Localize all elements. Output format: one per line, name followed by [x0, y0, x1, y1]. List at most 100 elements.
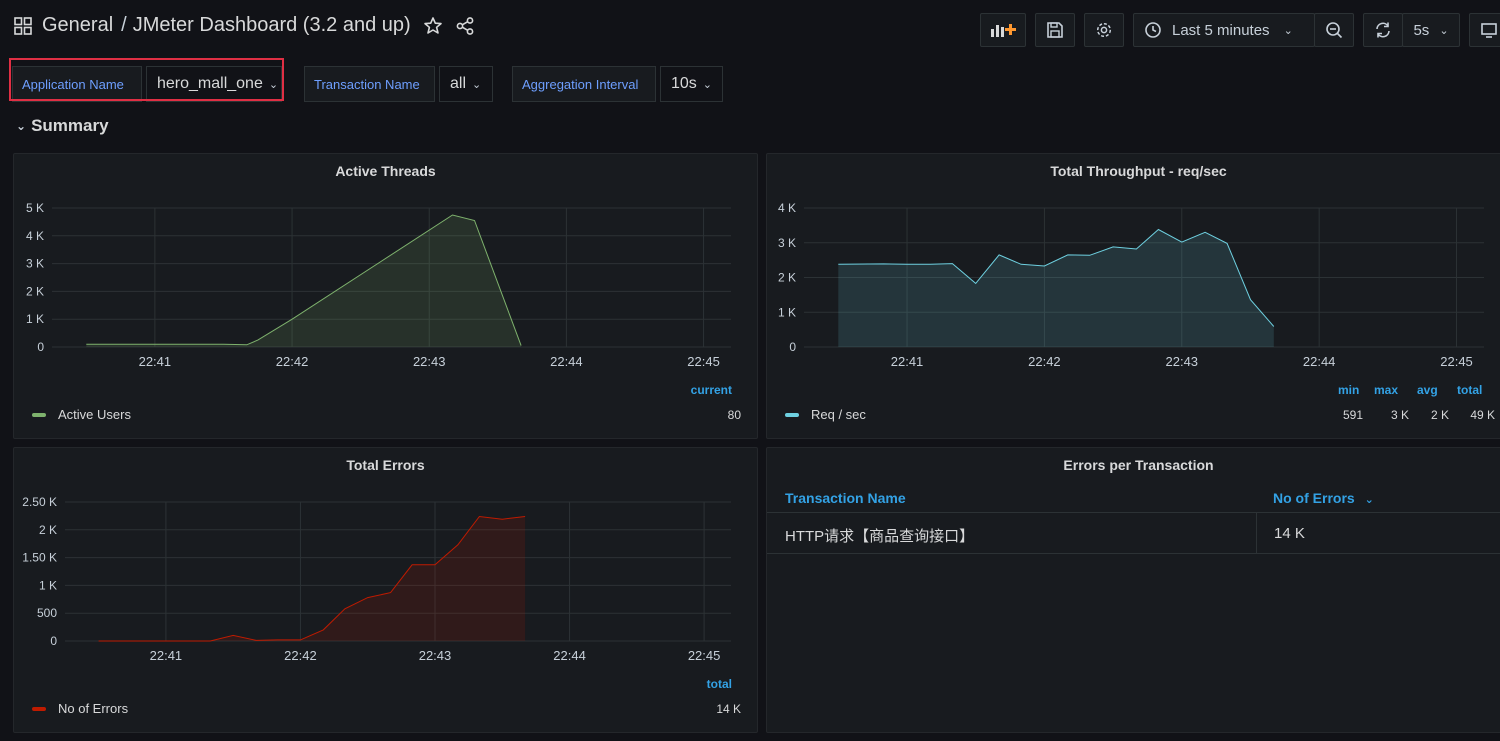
x-tick-label: 22:43: [413, 354, 446, 369]
x-tick-label: 22:44: [550, 354, 583, 369]
total-errors-chart: 0 500 1 K 1.50 K 2 K 2.50 K 22:41 22:42 22:43 22:…: [22, 495, 731, 663]
variable-label-application: Application Name: [12, 66, 142, 102]
x-tick-label: 22:45: [1440, 354, 1473, 369]
refresh-interval-label: 5s: [1413, 21, 1430, 39]
series-line: [86, 214, 522, 346]
tv-mode-button[interactable]: [1469, 13, 1500, 47]
series-area-fill: [86, 215, 522, 347]
x-tick-label: 22:45: [687, 354, 720, 369]
y-tick-label: 4 K: [26, 229, 44, 243]
dashboards-grid-icon[interactable]: [14, 16, 32, 35]
y-tick-label: 4 K: [778, 201, 796, 215]
x-tick-label: 22:42: [1028, 354, 1061, 369]
variable-value-aggregation: 10s: [671, 75, 697, 92]
y-tick-label: 500: [37, 606, 57, 620]
refresh-interval-picker[interactable]: 5s ⌄: [1402, 13, 1460, 47]
chevron-down-icon: ⌄: [472, 78, 482, 91]
time-range-picker[interactable]: Last 5 minutes ⌄: [1133, 13, 1315, 47]
breadcrumb: General / JMeter Dashboard (3.2 and up): [14, 14, 475, 37]
variable-value-application: hero_mall_one: [157, 75, 263, 92]
breadcrumb-folder[interactable]: General: [42, 14, 114, 36]
row-title: Summary: [31, 116, 109, 135]
zoom-out-icon: [1326, 22, 1343, 39]
x-tick-label: 22:43: [1166, 354, 1199, 369]
column-divider: [1256, 513, 1257, 553]
legend-value-total: 14 K: [716, 702, 741, 716]
x-tick-label: 22:41: [139, 354, 172, 369]
panel-active-threads[interactable]: Active Threads 0 1 K 2 K 3 K 4 K 5 K 22:41 22:4…: [13, 153, 758, 439]
x-tick-label: 22:44: [553, 648, 586, 663]
panel-total-errors[interactable]: Total Errors 0 500 1 K 1.50 K 2 K 2.50 K 22:41…: [13, 447, 758, 733]
legend-item-no-of-errors[interactable]: No of Errors: [32, 701, 128, 716]
y-tick-label: 1 K: [778, 305, 796, 319]
legend-header-total: total: [706, 677, 732, 691]
y-tick-label: 2 K: [778, 271, 796, 285]
refresh-icon: [1376, 22, 1390, 38]
series-area-fill: [98, 516, 526, 641]
x-tick-label: 22:42: [276, 354, 309, 369]
column-header-no-of-errors[interactable]: No of Errors ⌄: [1273, 490, 1374, 506]
x-tick-label: 22:43: [419, 648, 452, 663]
y-tick-label: 0: [789, 340, 796, 354]
y-tick-label: 2 K: [39, 523, 57, 537]
active-threads-chart: 0 1 K 2 K 3 K 4 K 5 K 22:41 22:42 22:43 22:44 22:4…: [26, 201, 731, 369]
column-header-label: No of Errors: [1273, 490, 1355, 506]
chevron-down-icon: ⌄: [1439, 24, 1449, 37]
legend-item-req-sec[interactable]: Req / sec: [785, 407, 866, 422]
legend-header-avg: avg: [1417, 383, 1438, 397]
row-summary-toggle[interactable]: ⌄ Summary: [16, 116, 109, 136]
column-header-transaction-name[interactable]: Transaction Name: [785, 490, 906, 506]
panel-title: Total Errors: [346, 457, 425, 473]
save-icon: [1047, 22, 1063, 38]
gear-icon: [1096, 22, 1112, 38]
legend-item-active-users[interactable]: Active Users: [32, 407, 131, 422]
legend-value-max: 3 K: [1390, 408, 1409, 422]
panel-title: Errors per Transaction: [1063, 457, 1214, 473]
legend-swatch: [785, 412, 799, 417]
legend-swatch: [32, 706, 46, 711]
y-tick-label: 3 K: [778, 236, 796, 250]
legend-value-total: 49 K: [1470, 408, 1495, 422]
legend-value-avg: 2 K: [1430, 408, 1449, 422]
series-line: [838, 228, 1275, 327]
x-tick-label: 22:41: [891, 354, 924, 369]
clock-icon: [1145, 22, 1161, 38]
y-tick-label: 1.50 K: [22, 551, 57, 565]
cell-no-of-errors: 14 K: [1274, 525, 1305, 542]
panel-errors-per-transaction[interactable]: Errors per Transaction Transaction Name …: [766, 447, 1500, 733]
zoom-out-button[interactable]: [1314, 13, 1354, 47]
monitor-icon: [1481, 23, 1497, 38]
series-area-fill: [838, 229, 1274, 347]
y-tick-label: 1 K: [39, 578, 57, 592]
variable-select-transaction[interactable]: all ⌄: [439, 66, 493, 102]
throughput-chart: 0 1 K 2 K 3 K 4 K 22:41 22:42 22:43 22:44 22:45: [778, 201, 1484, 369]
legend-label: Req / sec: [811, 407, 866, 422]
share-icon[interactable]: [455, 16, 475, 36]
variable-value-transaction: all: [450, 75, 467, 92]
series-line: [98, 515, 526, 642]
variable-select-aggregation[interactable]: 10s ⌄: [660, 66, 723, 102]
star-icon[interactable]: [423, 16, 443, 36]
dashboard-title[interactable]: JMeter Dashboard (3.2 and up): [132, 14, 411, 36]
top-bar: General / JMeter Dashboard (3.2 and up) …: [0, 0, 1500, 62]
variable-label-aggregation: Aggregation Interval: [512, 66, 656, 102]
y-tick-label: 2 K: [26, 284, 44, 298]
refresh-button[interactable]: [1363, 13, 1403, 47]
x-tick-label: 22:44: [1303, 354, 1336, 369]
save-dashboard-button[interactable]: [1035, 13, 1075, 47]
y-tick-label: 0: [37, 340, 44, 354]
x-tick-label: 22:41: [150, 648, 183, 663]
y-tick-label: 5 K: [26, 201, 44, 215]
variable-select-application[interactable]: hero_mall_one ⌄: [146, 66, 282, 102]
add-panel-icon: [991, 24, 1016, 37]
panel-total-throughput[interactable]: Total Throughput - req/sec 0 1 K 2 K 3 K 4 K…: [766, 153, 1500, 439]
legend-header-current: current: [690, 383, 732, 397]
cell-transaction-name: HTTP请求【商品查询接口】: [785, 528, 975, 545]
dashboard-settings-button[interactable]: [1084, 13, 1124, 47]
legend-swatch: [32, 412, 46, 417]
variable-label-transaction: Transaction Name: [304, 66, 435, 102]
add-panel-button[interactable]: [980, 13, 1026, 47]
breadcrumb-separator: /: [121, 14, 127, 36]
sort-desc-icon: ⌄: [1364, 494, 1374, 506]
legend-label: No of Errors: [58, 701, 129, 716]
